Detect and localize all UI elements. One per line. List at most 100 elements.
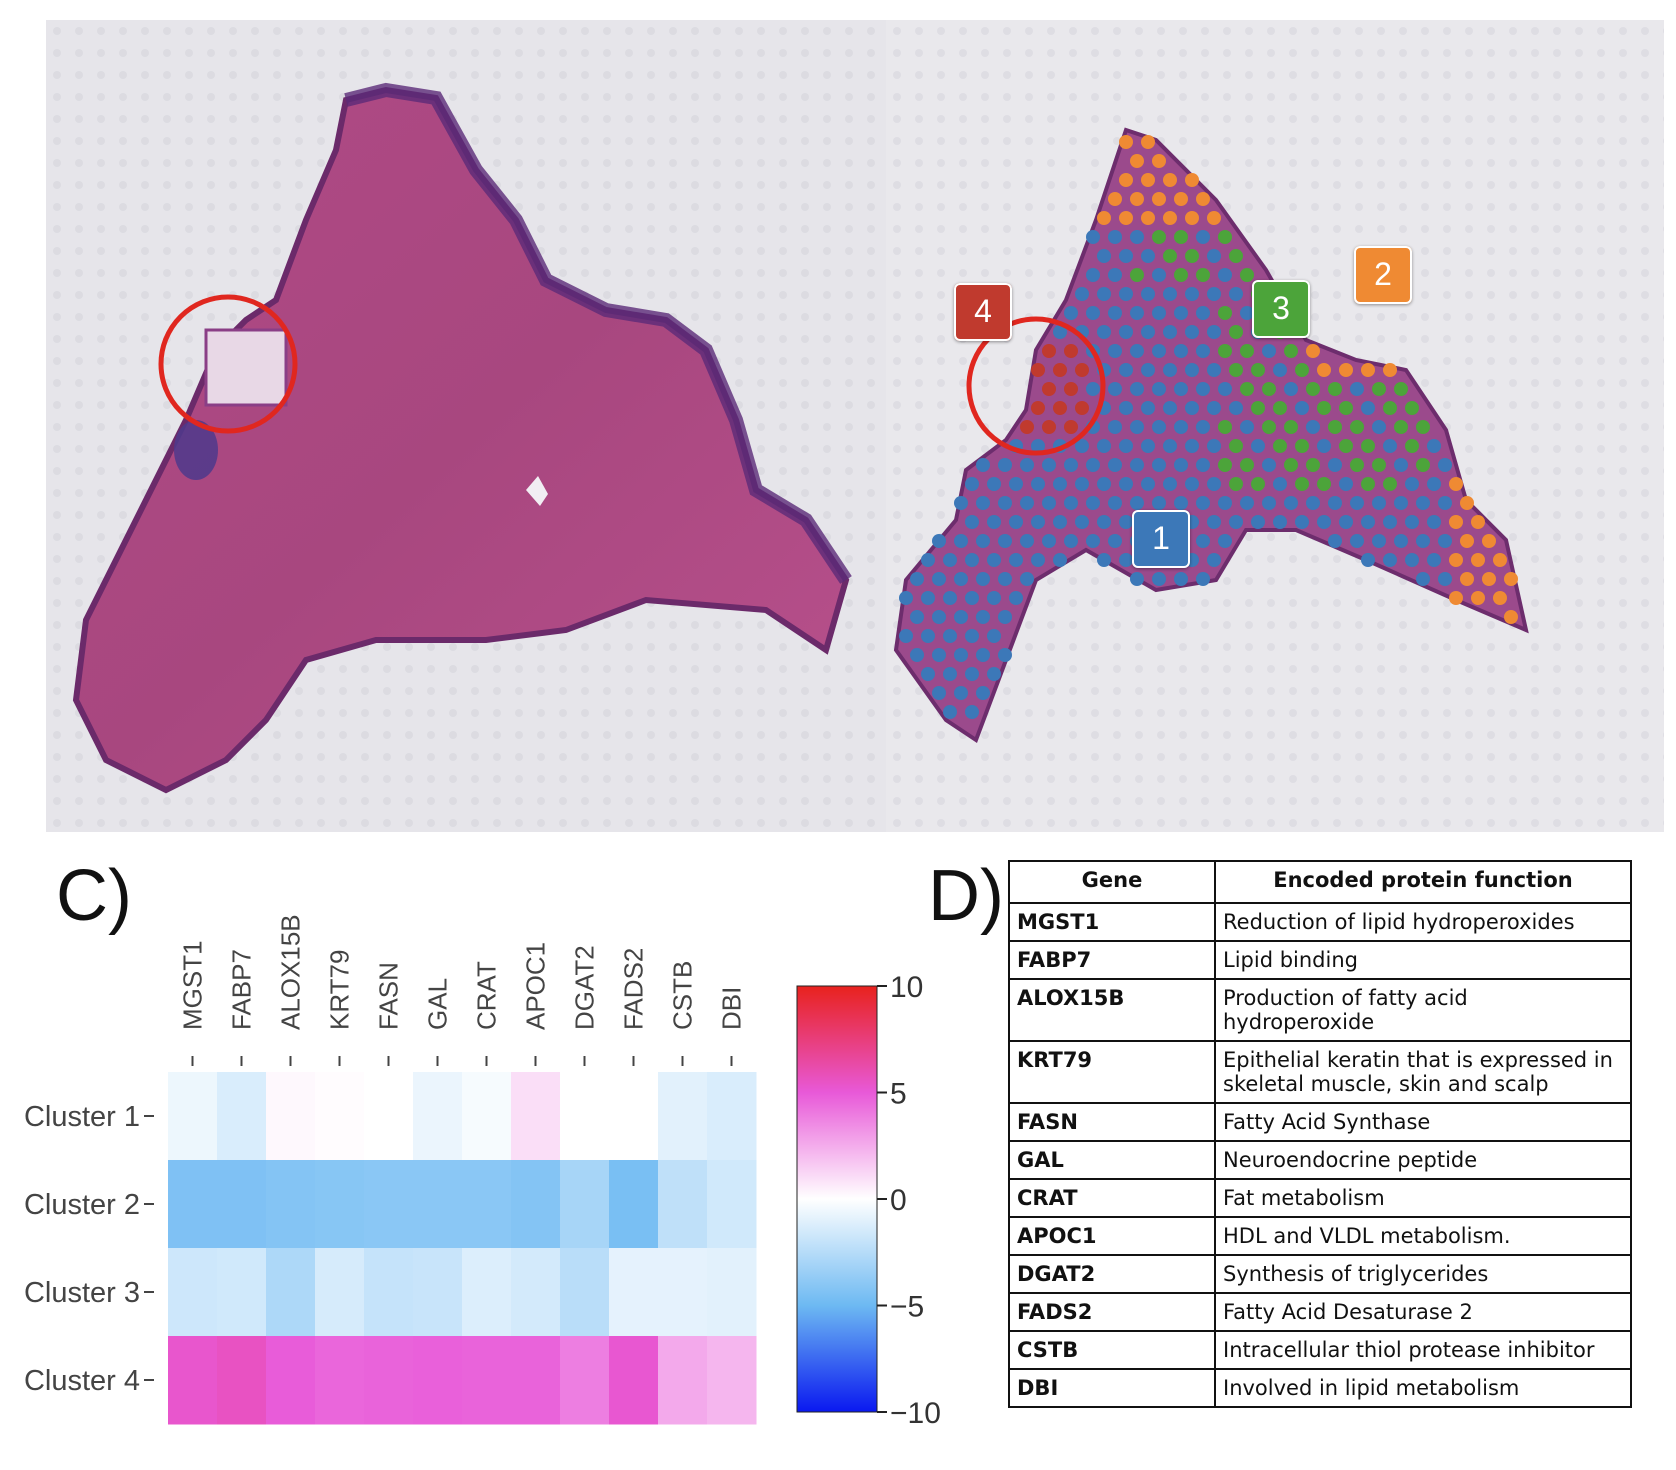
spot: [987, 477, 1001, 491]
protein-function-cell: Reduction of lipid hydroperoxides: [1214, 902, 1632, 942]
spot: [1119, 401, 1133, 415]
spot: [1152, 154, 1166, 168]
spot: [1130, 268, 1144, 282]
spot: [1152, 496, 1166, 510]
spot: [1328, 420, 1342, 434]
spot: [1053, 325, 1067, 339]
spot: [1361, 477, 1375, 491]
spot: [1449, 591, 1463, 605]
spot: [1218, 306, 1232, 320]
spot: [976, 686, 990, 700]
spot: [1416, 534, 1430, 548]
spot: [921, 629, 935, 643]
spot: [1218, 534, 1232, 548]
spot: [1229, 249, 1243, 263]
spot: [1328, 534, 1342, 548]
spot: [1218, 268, 1232, 282]
spot: [1328, 382, 1342, 396]
protein-function-cell: Fatty Acid Synthase: [1214, 1102, 1632, 1142]
spot: [1207, 325, 1221, 339]
spot: [1097, 477, 1111, 491]
spot: [1416, 572, 1430, 586]
spot: [998, 458, 1012, 472]
spot: [1229, 439, 1243, 453]
spot: [1086, 534, 1100, 548]
spot: [1163, 211, 1177, 225]
spot: [1119, 135, 1133, 149]
spot: [987, 667, 1001, 681]
spot: [1086, 458, 1100, 472]
spot: [1119, 173, 1133, 187]
spot: [1383, 401, 1397, 415]
spot: [1317, 439, 1331, 453]
spot: [1416, 458, 1430, 472]
spot: [976, 458, 990, 472]
gene-name-cell: KRT79: [1008, 1040, 1216, 1104]
protein-function-cell: Epithelial keratin that is expressed in …: [1214, 1040, 1632, 1104]
spot: [954, 610, 968, 624]
spot: [1317, 477, 1331, 491]
heatmap-cell: [315, 1072, 365, 1161]
spot: [1394, 382, 1408, 396]
gene-name-cell: CSTB: [1008, 1330, 1216, 1370]
colorbar-tick-label: 5: [890, 1078, 907, 1111]
spot: [1471, 515, 1485, 529]
column-label-fabp7: FABP7: [227, 949, 257, 1030]
spot: [1086, 268, 1100, 282]
heatmap-cell: [609, 1072, 659, 1161]
spot: [1031, 363, 1045, 377]
spot: [1427, 553, 1441, 567]
spot: [1372, 534, 1386, 548]
spot: [1284, 382, 1298, 396]
spot: [1119, 211, 1133, 225]
spot: [1251, 363, 1265, 377]
spot: [1185, 287, 1199, 301]
spot: [1086, 496, 1100, 510]
column-label-dgat2: DGAT2: [570, 945, 600, 1030]
table-row: KRT79 Epithelial keratin that is expresse…: [1008, 1040, 1632, 1104]
spot: [1141, 363, 1155, 377]
gene-name-cell: APOC1: [1008, 1216, 1216, 1256]
spot: [1394, 420, 1408, 434]
spot: [1383, 515, 1397, 529]
heatmap-cell: [364, 1072, 414, 1161]
spot: [1196, 382, 1210, 396]
spot: [1042, 420, 1056, 434]
spot: [1119, 325, 1133, 339]
spot: [899, 629, 913, 643]
table-row: CRAT Fat metabolism: [1008, 1178, 1632, 1218]
column-label-alox15b: ALOX15B: [276, 914, 306, 1030]
row-label-cluster-2: Cluster 2: [24, 1189, 140, 1221]
gene-name-cell: CRAT: [1008, 1178, 1216, 1218]
spot: [965, 629, 979, 643]
heatmap-cell: [364, 1160, 414, 1249]
spot: [1218, 382, 1232, 396]
heatmap-cell: [168, 1072, 218, 1161]
spot: [1031, 401, 1045, 415]
heatmap-cell: [658, 1336, 708, 1425]
column-label-fads2: FADS2: [619, 948, 649, 1030]
spot: [1240, 458, 1254, 472]
spot: [1449, 553, 1463, 567]
spot: [1196, 420, 1210, 434]
spot: [1262, 382, 1276, 396]
spot: [1438, 458, 1452, 472]
spot: [1009, 477, 1023, 491]
spot: [954, 534, 968, 548]
heatmap-cell: [560, 1072, 610, 1161]
heatmap-cell: [168, 1160, 218, 1249]
spot: [1328, 496, 1342, 510]
spot: [1119, 363, 1133, 377]
spot: [1405, 553, 1419, 567]
row-label-cluster-4: Cluster 4: [24, 1365, 140, 1397]
spot: [998, 496, 1012, 510]
column-label-gal: GAL: [423, 978, 453, 1030]
spot: [1218, 458, 1232, 472]
spot: [1075, 363, 1089, 377]
spot: [1086, 230, 1100, 244]
spot: [1416, 420, 1430, 434]
spot: [1460, 534, 1474, 548]
spot: [1185, 249, 1199, 263]
spot: [943, 591, 957, 605]
spot: [1273, 363, 1287, 377]
